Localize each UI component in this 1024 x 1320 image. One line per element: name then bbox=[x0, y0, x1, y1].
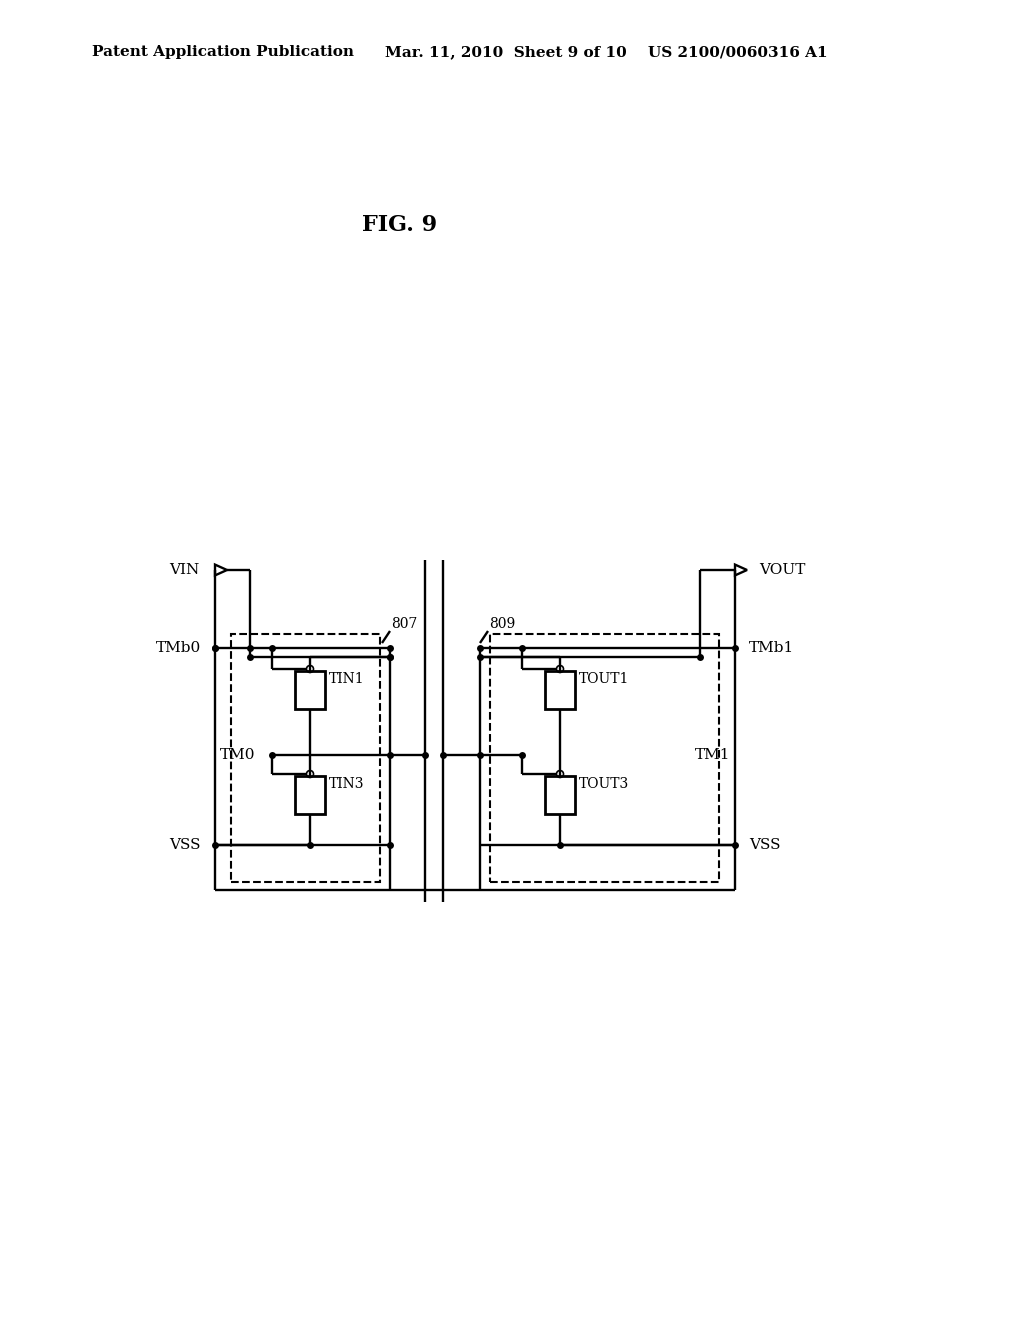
Text: TM0: TM0 bbox=[220, 748, 256, 762]
Text: TMb1: TMb1 bbox=[749, 642, 795, 655]
Bar bbox=[545, 671, 575, 709]
Text: VOUT: VOUT bbox=[759, 564, 805, 577]
Bar bbox=[295, 671, 325, 709]
Bar bbox=[545, 776, 575, 814]
Text: VSS: VSS bbox=[749, 838, 780, 851]
Text: US 2100/0060316 A1: US 2100/0060316 A1 bbox=[648, 45, 827, 59]
Text: VIN: VIN bbox=[169, 564, 199, 577]
Bar bbox=[231, 634, 380, 882]
Bar bbox=[295, 776, 325, 814]
Bar bbox=[490, 634, 719, 882]
Text: FIG. 9: FIG. 9 bbox=[362, 214, 437, 236]
Text: 809: 809 bbox=[489, 616, 515, 631]
Text: Patent Application Publication: Patent Application Publication bbox=[92, 45, 354, 59]
Text: TOUT1: TOUT1 bbox=[579, 672, 630, 686]
Text: TIN1: TIN1 bbox=[329, 672, 365, 686]
Text: TMb0: TMb0 bbox=[156, 642, 201, 655]
Text: VSS: VSS bbox=[170, 838, 201, 851]
Text: Mar. 11, 2010  Sheet 9 of 10: Mar. 11, 2010 Sheet 9 of 10 bbox=[385, 45, 627, 59]
Text: TIN3: TIN3 bbox=[329, 777, 365, 791]
Text: 807: 807 bbox=[391, 616, 418, 631]
Text: TOUT3: TOUT3 bbox=[579, 777, 630, 791]
Text: TM1: TM1 bbox=[694, 748, 730, 762]
